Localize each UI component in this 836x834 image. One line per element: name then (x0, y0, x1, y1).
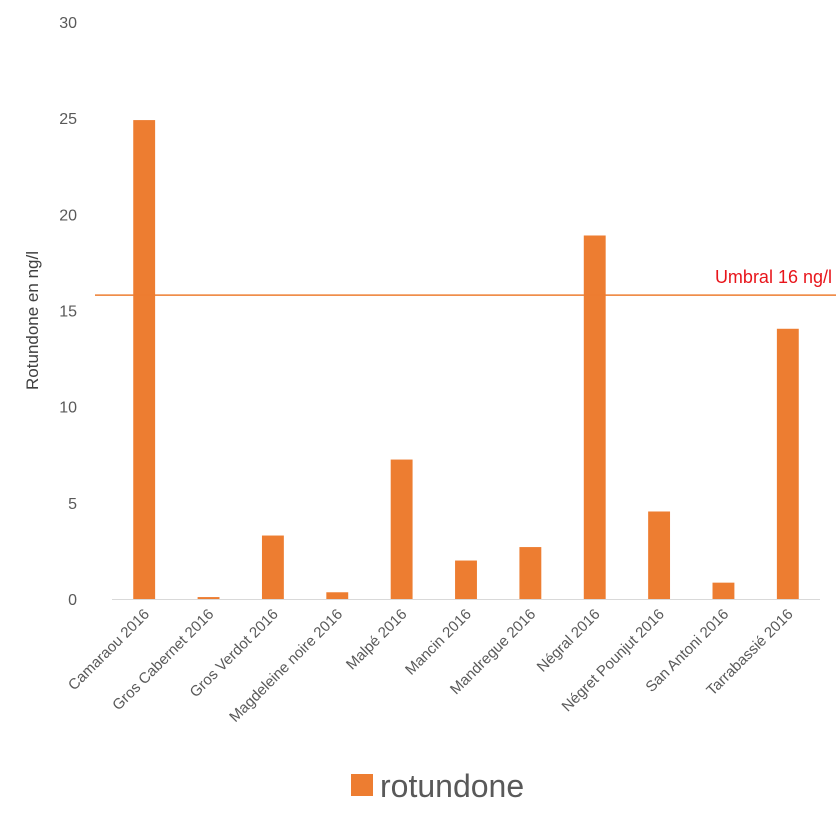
legend-swatch (351, 774, 373, 796)
bar (519, 547, 542, 599)
threshold-label: Umbral 16 ng/l (715, 267, 832, 287)
x-tick-label: Malpé 2016 (343, 606, 410, 673)
y-tick-label: 5 (68, 496, 77, 513)
x-tick-label: Magdeleine noire 2016 (226, 606, 346, 726)
bar (455, 560, 477, 599)
bar (261, 535, 284, 599)
y-axis-label: Rotundone en ng/l (23, 251, 42, 390)
y-axis-ticks: 0 5 10 15 20 25 30 (59, 15, 77, 609)
y-tick-label: 20 (59, 207, 77, 224)
bar (133, 120, 156, 599)
bar (326, 592, 349, 599)
y-tick-label: 0 (68, 592, 77, 609)
bar (648, 511, 671, 599)
bar (583, 235, 606, 600)
x-tick-label: Mancin 2016 (402, 606, 475, 679)
x-tick-label: Négral 2016 (534, 606, 604, 676)
legend-label: rotundone (380, 768, 524, 804)
y-tick-label: 10 (59, 400, 77, 417)
bars (133, 120, 799, 600)
bar (197, 597, 220, 599)
y-tick-label: 25 (59, 111, 77, 128)
y-tick-label: 15 (59, 304, 77, 321)
y-tick-label: 30 (59, 15, 77, 32)
bar (712, 582, 735, 599)
bar (776, 328, 799, 599)
legend: rotundone (351, 768, 524, 804)
bar (390, 459, 413, 599)
